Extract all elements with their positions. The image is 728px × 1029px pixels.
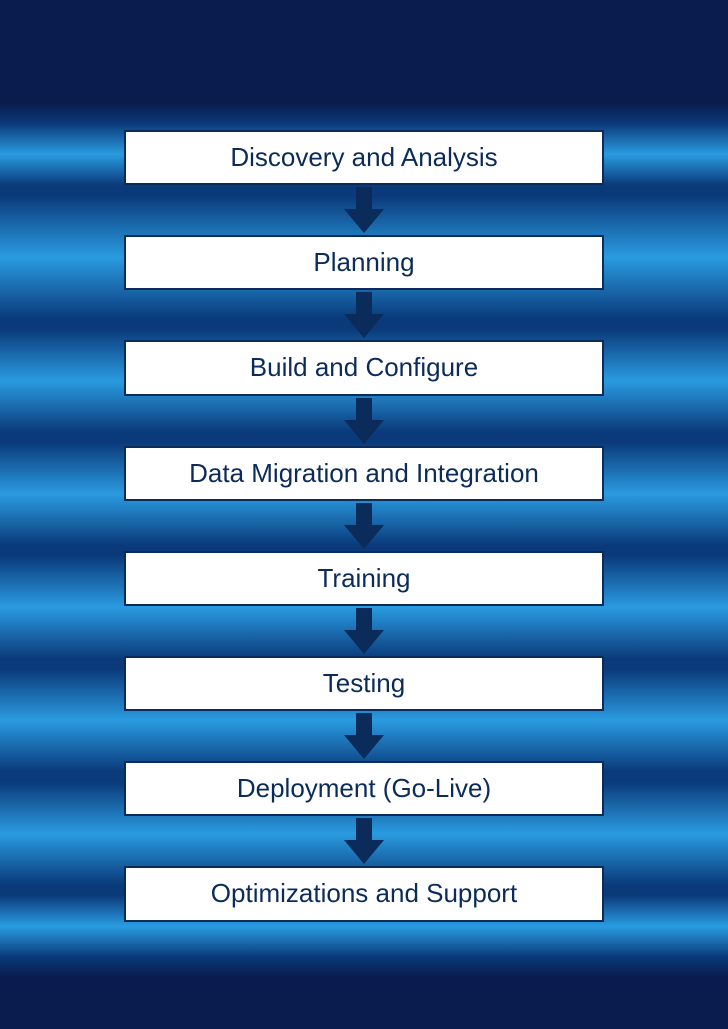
node-discovery: Discovery and Analysis (124, 130, 604, 185)
node-optimization: Optimizations and Support (124, 866, 604, 921)
arrow-down-icon (344, 711, 384, 761)
arrow-down-icon (344, 290, 384, 340)
arrow-down-icon (344, 185, 384, 235)
arrow-down-icon (344, 501, 384, 551)
arrow-down-icon (344, 816, 384, 866)
node-planning: Planning (124, 235, 604, 290)
node-build: Build and Configure (124, 340, 604, 395)
node-testing: Testing (124, 656, 604, 711)
arrow-down-icon (344, 606, 384, 656)
node-deployment: Deployment (Go-Live) (124, 761, 604, 816)
flowchart: Discovery and Analysis Planning Build an… (124, 130, 604, 922)
node-migration: Data Migration and Integration (124, 446, 604, 501)
node-training: Training (124, 551, 604, 606)
arrow-down-icon (344, 396, 384, 446)
diagram-canvas: Discovery and Analysis Planning Build an… (0, 0, 728, 1029)
